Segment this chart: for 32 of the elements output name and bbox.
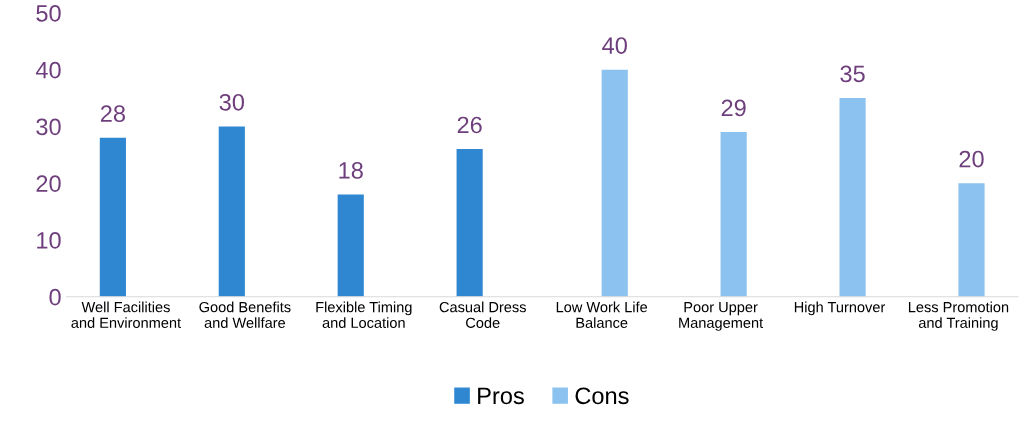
x-tick-label: Poor Upper Management xyxy=(679,302,764,331)
bar xyxy=(99,137,126,297)
bar xyxy=(337,194,364,297)
data-label: 26 xyxy=(457,116,482,134)
data-label: 18 xyxy=(339,162,363,179)
bar xyxy=(218,126,245,297)
y-tick-label: 50 xyxy=(36,4,61,22)
data-label: 29 xyxy=(721,99,746,117)
data-label: 40 xyxy=(602,37,627,54)
bar xyxy=(958,183,985,297)
y-tick-label: 30 xyxy=(36,118,61,136)
x-tick-label: High Turnover xyxy=(794,301,886,316)
data-label: 35 xyxy=(840,65,865,83)
legend-label: Pros xyxy=(478,387,524,405)
bar xyxy=(720,132,747,297)
x-tick-label: Well Facilities and Environment xyxy=(71,301,181,328)
data-label: 28 xyxy=(100,105,125,122)
y-tick-label: 40 xyxy=(35,61,61,79)
data-label: 20 xyxy=(959,150,984,168)
y-tick-label: 0 xyxy=(49,288,61,306)
bar xyxy=(456,149,483,297)
x-tick-label: Flexible Timing and Location xyxy=(316,301,412,328)
bar xyxy=(601,69,628,297)
x-tick-label: Low Work Life Balance xyxy=(556,301,648,328)
x-tick-label: Less Promotion and Training xyxy=(908,301,1009,331)
data-label: 30 xyxy=(219,93,245,111)
y-tick-label: 20 xyxy=(36,175,61,192)
legend-label: Cons xyxy=(575,387,629,405)
x-tick-label: Good Benefits and Wellfare xyxy=(199,301,291,328)
x-tick-label: Casual Dress Code xyxy=(439,301,526,328)
bar xyxy=(839,98,866,297)
y-tick-label: 10 xyxy=(37,232,61,249)
